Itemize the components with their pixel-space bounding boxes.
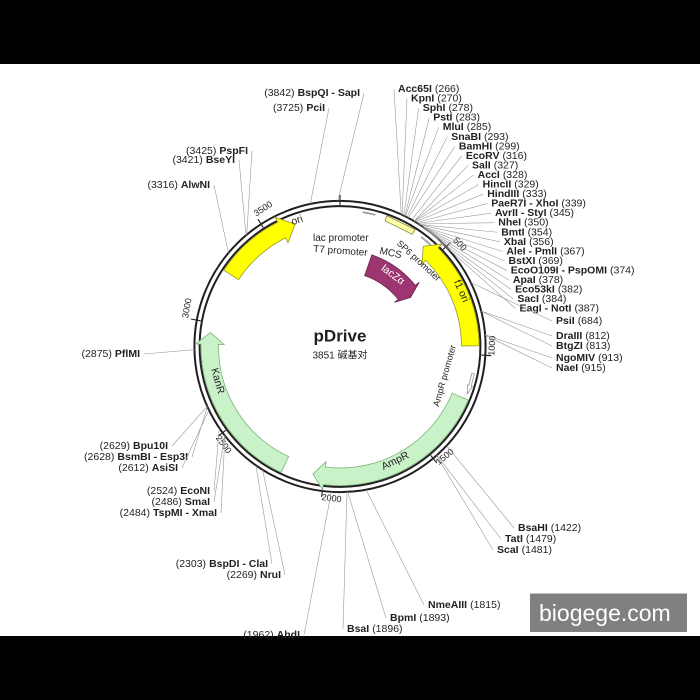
svg-text:NaeI(915): NaeI (915) — [556, 362, 606, 374]
svg-text:PsiI(684): PsiI (684) — [556, 315, 602, 327]
svg-text:(1962)AhdI: (1962) AhdI — [243, 629, 300, 641]
svg-text:(2612)AsiSI: (2612) AsiSI — [118, 462, 178, 474]
svg-text:(2269)NruI: (2269) NruI — [227, 569, 281, 581]
svg-text:ScaI(1481): ScaI (1481) — [497, 544, 552, 556]
svg-text:(2484)TspMI - XmaI: (2484) TspMI - XmaI — [120, 507, 217, 519]
svg-text:NmeAIII(1815): NmeAIII (1815) — [428, 599, 500, 611]
svg-text:EagI - NotI(387): EagI - NotI (387) — [520, 303, 599, 315]
svg-text:(3842)BspQI - SapI: (3842) BspQI - SapI — [264, 87, 360, 99]
svg-text:pDrive: pDrive — [314, 327, 367, 346]
svg-text:BsaI(1896): BsaI (1896) — [347, 623, 403, 635]
svg-text:(2875)PflMI: (2875) PflMI — [82, 348, 141, 360]
svg-text:(3725)PciI: (3725) PciI — [273, 102, 325, 114]
svg-text:biogege.com: biogege.com — [539, 600, 671, 626]
svg-text:lac promoter: lac promoter — [313, 233, 369, 244]
svg-text:3851 碱基对: 3851 碱基对 — [312, 349, 367, 362]
